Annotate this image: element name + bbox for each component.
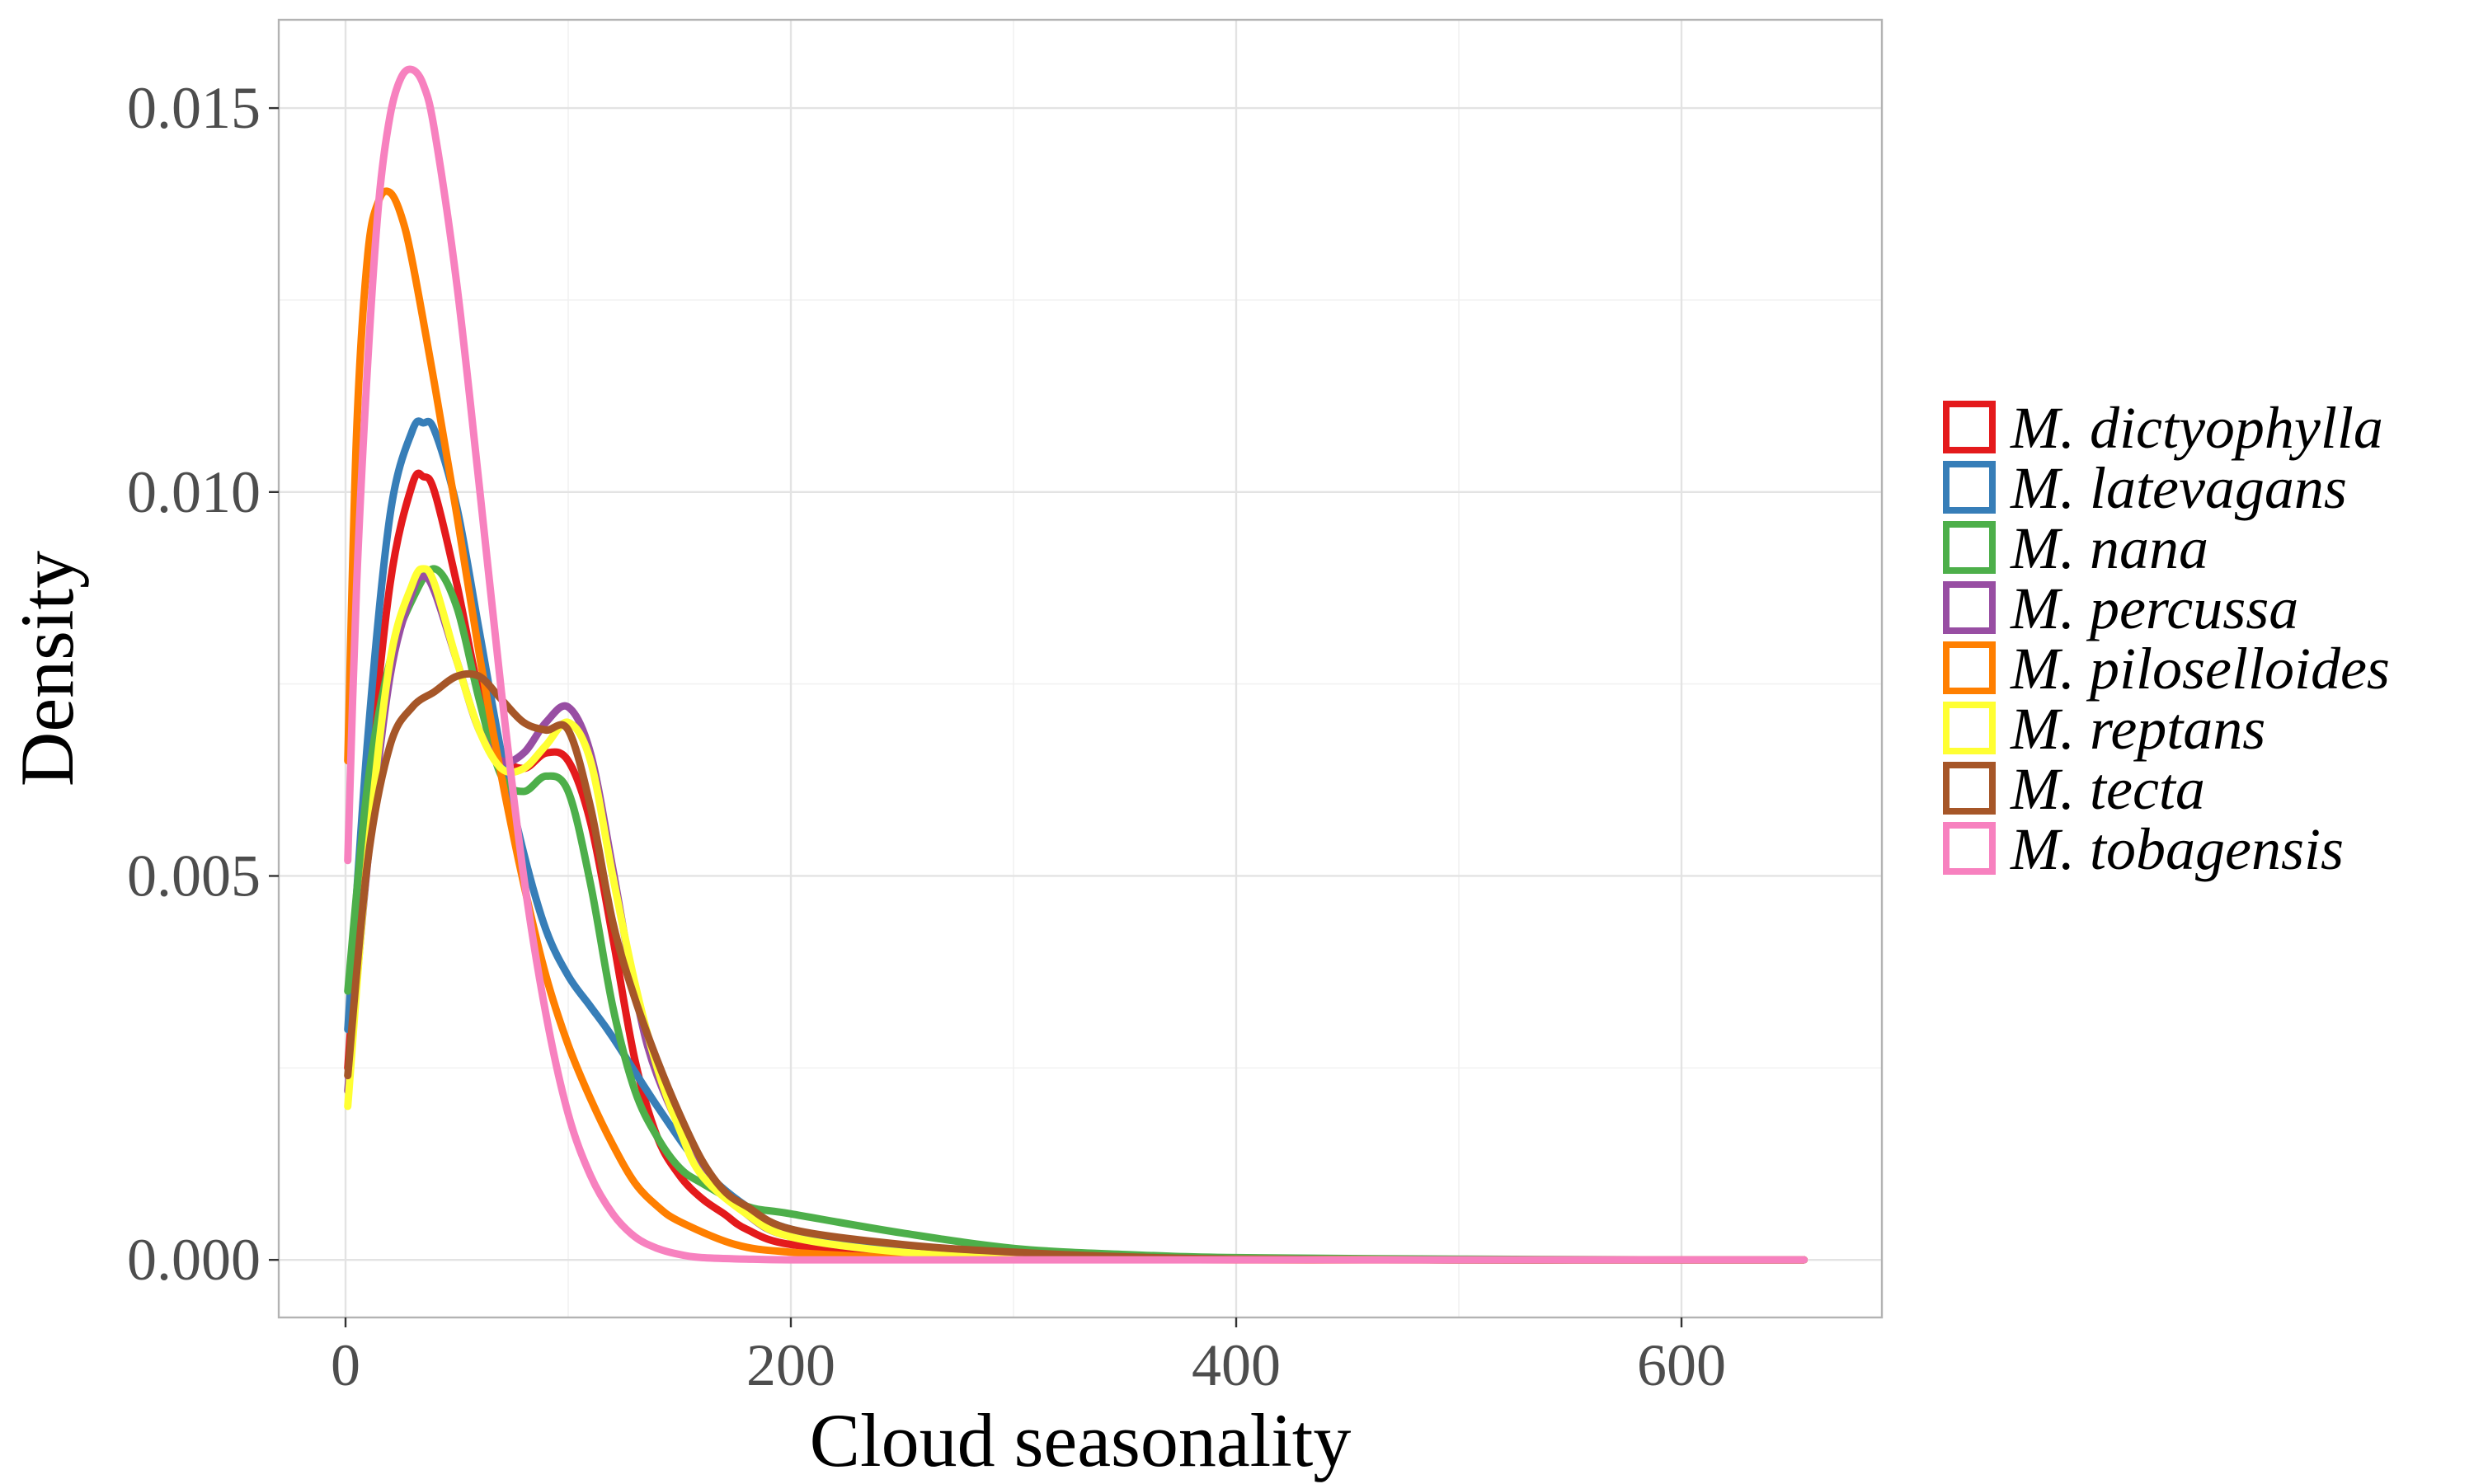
legend-key-m-tecta	[1943, 762, 1996, 815]
legend-label-m-latevagans: M. latevagans	[2010, 455, 2347, 521]
legend-label-m-reptans: M. reptans	[2010, 696, 2265, 762]
legend-key-m-dictyophylla	[1943, 401, 1996, 453]
x-tick-label: 0	[331, 1332, 360, 1398]
legend-label-m-percussa: M. percussa	[2010, 575, 2298, 641]
panel-border	[277, 18, 1884, 1319]
legend-key-m-reptans	[1943, 702, 1996, 754]
x-axis-title: Cloud seasonality	[810, 1398, 1352, 1482]
x-axis-ticks: 0 200 400 600	[331, 1317, 1726, 1398]
y-tick-label: 0.010	[127, 459, 261, 525]
y-tick-label: 0.000	[127, 1227, 261, 1293]
series-layer	[344, 65, 1808, 1264]
legend-key-m-latevagans	[1943, 461, 1996, 514]
legend-label-m-tecta: M. tecta	[2010, 756, 2205, 822]
legend-label-m-piloselloides: M. piloselloides	[2010, 636, 2390, 702]
y-tick-label: 0.015	[127, 75, 261, 141]
legend-key-m-piloselloides	[1943, 641, 1996, 694]
y-axis-ticks: 0.000 0.005 0.010 0.015	[127, 75, 279, 1293]
x-tick-label: 400	[1192, 1332, 1281, 1398]
legend-label-m-tobagensis: M. tobagensis	[2010, 816, 2344, 882]
y-tick-label: 0.005	[127, 843, 261, 909]
legend-key-m-percussa	[1943, 581, 1996, 634]
legend-key-m-tobagensis	[1943, 822, 1996, 875]
legend-label-m-dictyophylla: M. dictyophylla	[2010, 395, 2383, 461]
y-axis-title: Density	[5, 551, 89, 787]
x-tick-label: 200	[746, 1332, 835, 1398]
x-tick-label: 600	[1637, 1332, 1726, 1398]
series-line-m-tobagensis	[344, 65, 1808, 1264]
legend-label-m-nana: M. nana	[2010, 515, 2208, 581]
legend-key-m-nana	[1943, 521, 1996, 574]
